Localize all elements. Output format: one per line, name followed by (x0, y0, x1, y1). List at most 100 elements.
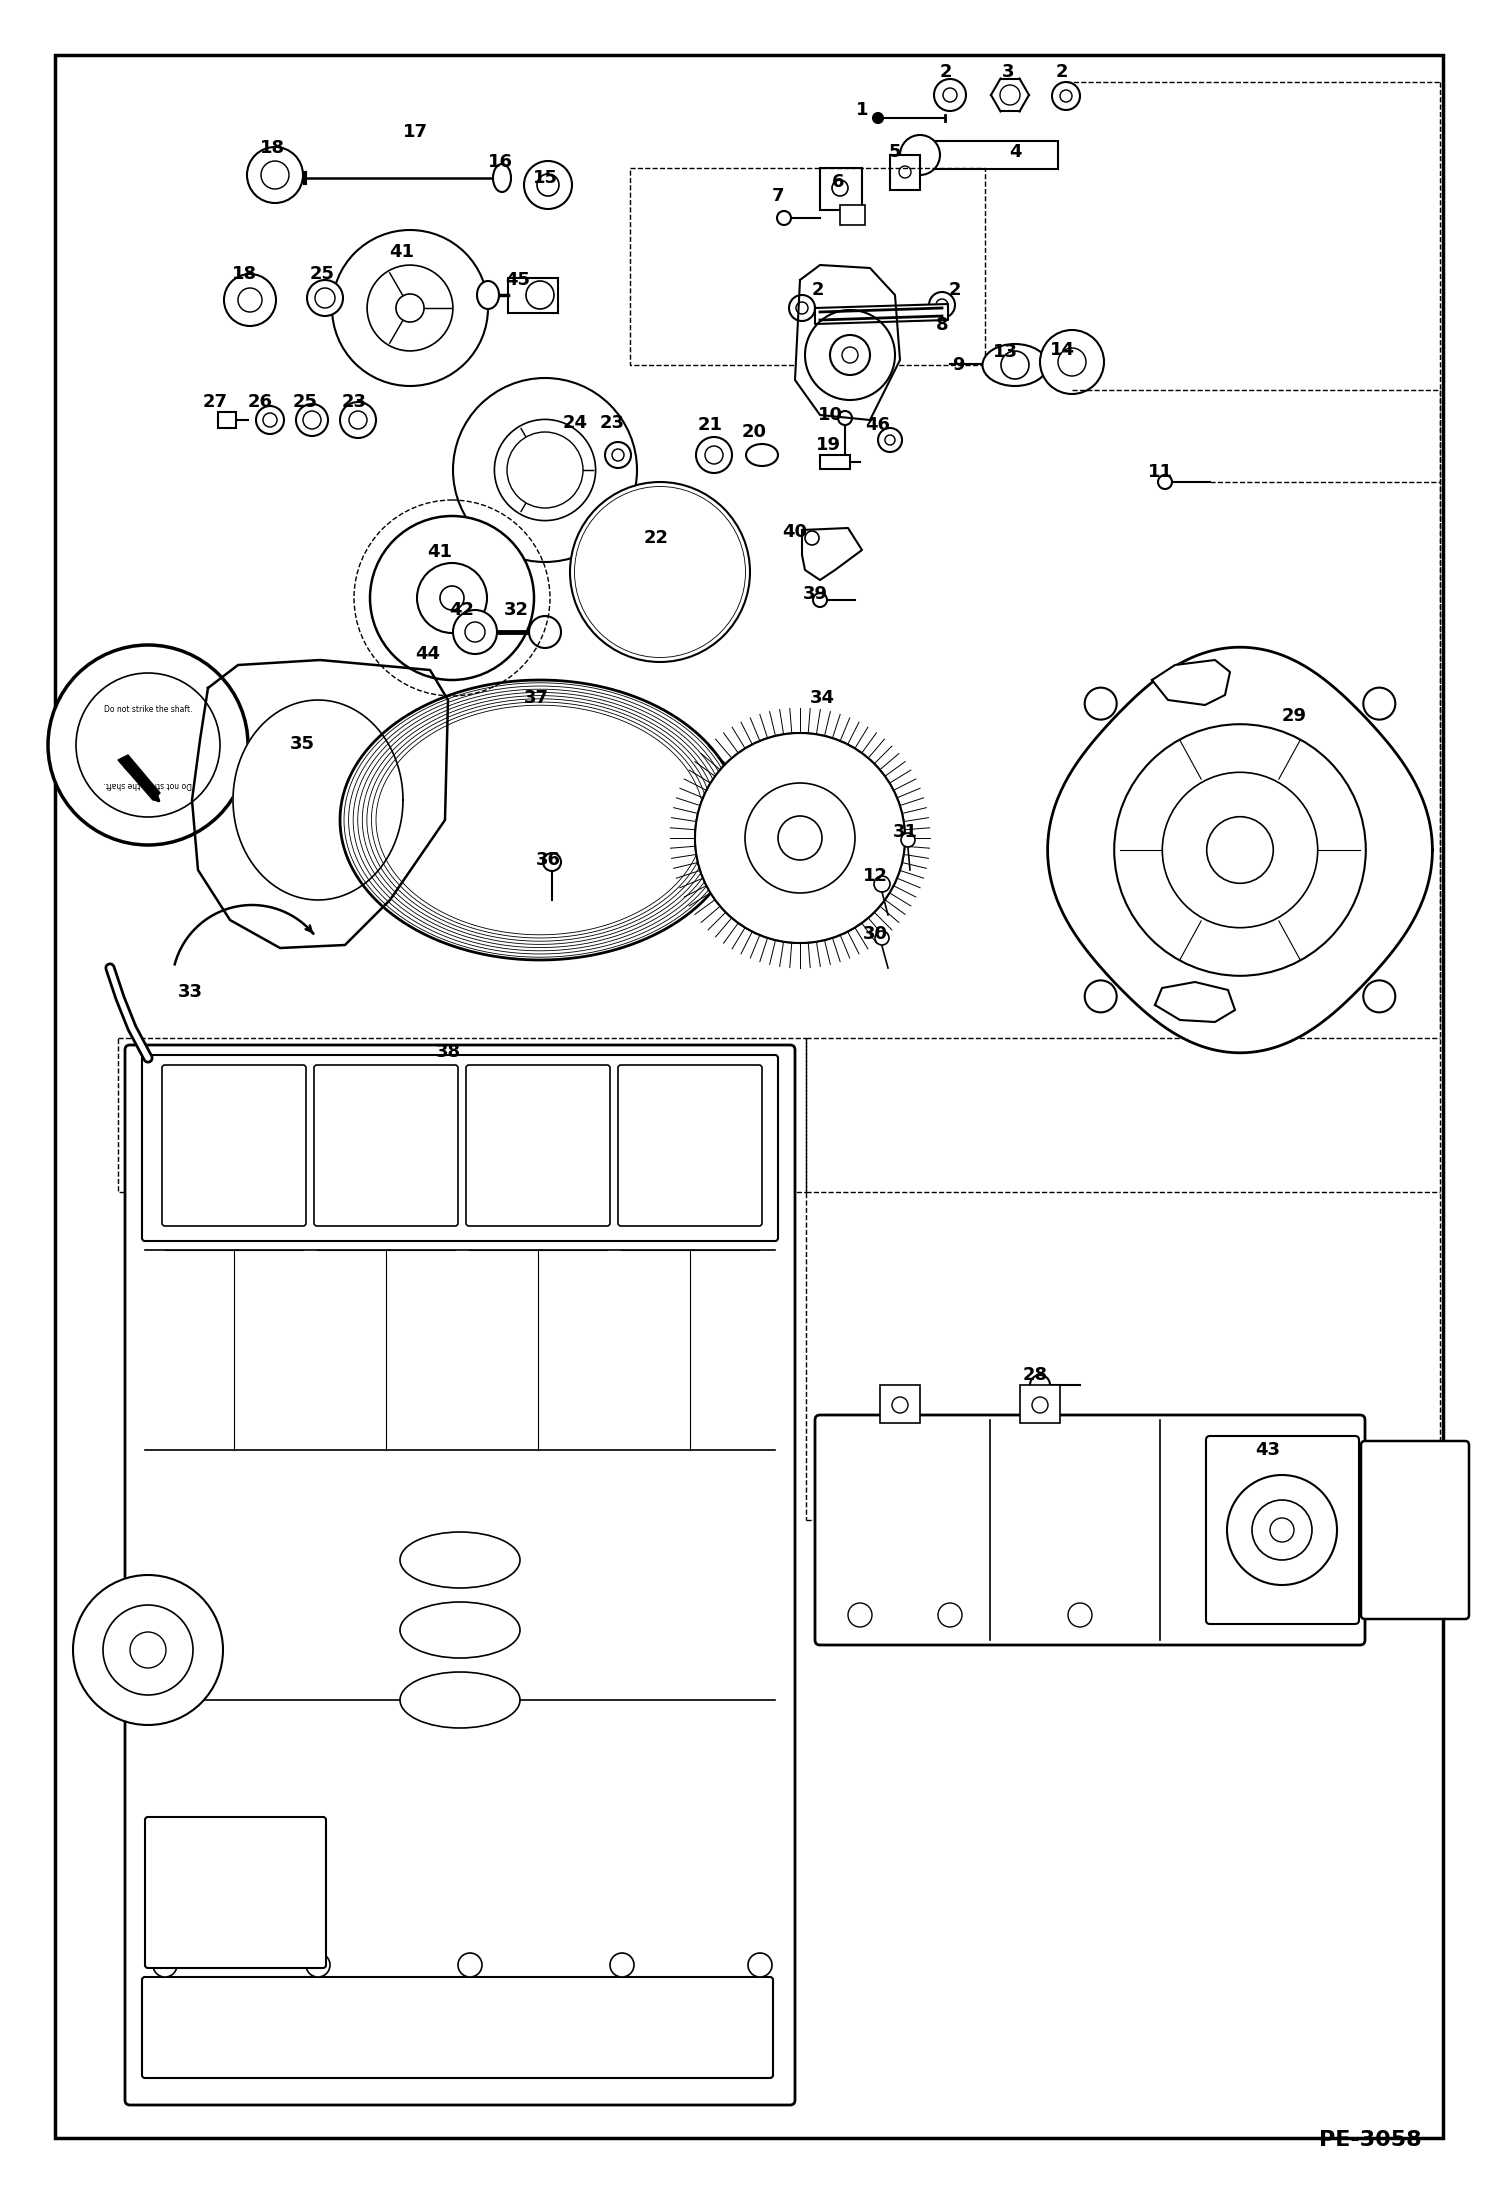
Circle shape (238, 287, 262, 311)
Circle shape (264, 412, 277, 428)
Circle shape (900, 136, 941, 175)
Circle shape (777, 211, 791, 226)
Circle shape (804, 531, 819, 546)
Circle shape (575, 487, 746, 658)
Text: 31: 31 (893, 822, 917, 840)
Text: 36: 36 (535, 851, 560, 868)
Bar (890, 156, 920, 191)
Circle shape (297, 404, 328, 436)
FancyBboxPatch shape (619, 1066, 762, 1226)
Circle shape (1052, 81, 1080, 110)
Polygon shape (1152, 660, 1230, 704)
Circle shape (452, 377, 637, 561)
FancyBboxPatch shape (142, 1978, 773, 2079)
Circle shape (933, 79, 966, 112)
Text: 13: 13 (993, 342, 1017, 362)
Circle shape (1001, 351, 1029, 379)
Text: 16: 16 (487, 154, 512, 171)
Circle shape (1270, 1518, 1294, 1542)
Text: 23: 23 (342, 393, 367, 410)
Circle shape (458, 1954, 482, 1978)
Text: 35: 35 (289, 735, 315, 752)
Text: 41: 41 (427, 544, 452, 561)
Polygon shape (340, 680, 740, 961)
Circle shape (795, 303, 807, 314)
Circle shape (536, 173, 559, 195)
Bar (924, 140, 1058, 169)
Text: 18: 18 (232, 265, 258, 283)
FancyBboxPatch shape (315, 1066, 458, 1226)
Circle shape (370, 515, 533, 680)
Bar (819, 169, 861, 211)
Text: 44: 44 (415, 645, 440, 662)
FancyBboxPatch shape (1362, 1441, 1470, 1618)
Ellipse shape (983, 344, 1047, 386)
Circle shape (1061, 90, 1073, 103)
Bar (1020, 1386, 1061, 1423)
Polygon shape (1155, 982, 1234, 1022)
Text: 43: 43 (1255, 1441, 1281, 1458)
Circle shape (748, 1954, 771, 1978)
Text: 39: 39 (803, 586, 827, 603)
Bar (819, 454, 849, 469)
Circle shape (878, 428, 902, 452)
Circle shape (617, 531, 703, 614)
Circle shape (306, 1954, 330, 1978)
Circle shape (885, 434, 894, 445)
Text: 21: 21 (698, 417, 722, 434)
Circle shape (1115, 724, 1366, 976)
Text: 12: 12 (863, 866, 887, 886)
Circle shape (936, 298, 948, 311)
Text: 2: 2 (939, 64, 953, 81)
Ellipse shape (400, 1603, 520, 1658)
Polygon shape (118, 754, 160, 800)
Circle shape (777, 816, 822, 860)
Text: 8: 8 (936, 316, 948, 333)
Text: 33: 33 (177, 982, 202, 1000)
Circle shape (1040, 329, 1104, 395)
Circle shape (1227, 1476, 1338, 1586)
Circle shape (1085, 689, 1116, 719)
Text: Do not strike the shaft.: Do not strike the shaft. (103, 781, 192, 789)
Circle shape (900, 833, 915, 846)
Circle shape (349, 410, 367, 430)
Text: 23: 23 (599, 414, 625, 432)
Circle shape (464, 623, 485, 643)
Ellipse shape (493, 164, 511, 193)
Circle shape (1207, 816, 1273, 884)
Polygon shape (234, 700, 403, 899)
Text: 18: 18 (259, 138, 285, 158)
Circle shape (605, 443, 631, 467)
Circle shape (938, 1603, 962, 1627)
Circle shape (1252, 1500, 1312, 1559)
Text: 34: 34 (809, 689, 834, 706)
Circle shape (1031, 1375, 1050, 1395)
Circle shape (837, 410, 852, 425)
Text: 25: 25 (292, 393, 318, 410)
Text: 2: 2 (948, 281, 962, 298)
Circle shape (745, 783, 855, 893)
Bar (118, 1037, 806, 1193)
Text: 9: 9 (951, 355, 965, 375)
Text: 42: 42 (449, 601, 475, 618)
Circle shape (813, 592, 827, 607)
Circle shape (789, 296, 815, 320)
Circle shape (333, 230, 488, 386)
Bar (631, 169, 986, 364)
Text: 26: 26 (247, 393, 273, 410)
Text: 1: 1 (855, 101, 869, 118)
Polygon shape (192, 660, 448, 947)
Circle shape (613, 450, 625, 461)
Circle shape (986, 360, 995, 368)
Circle shape (1162, 772, 1318, 928)
Circle shape (247, 147, 303, 204)
Circle shape (494, 419, 596, 520)
Circle shape (76, 673, 220, 818)
Text: PE-3058: PE-3058 (1318, 2129, 1422, 2149)
Ellipse shape (476, 281, 499, 309)
Bar (879, 1386, 920, 1423)
Circle shape (73, 1575, 223, 1726)
Text: 45: 45 (505, 272, 530, 289)
Circle shape (48, 645, 249, 844)
Bar (508, 279, 557, 314)
